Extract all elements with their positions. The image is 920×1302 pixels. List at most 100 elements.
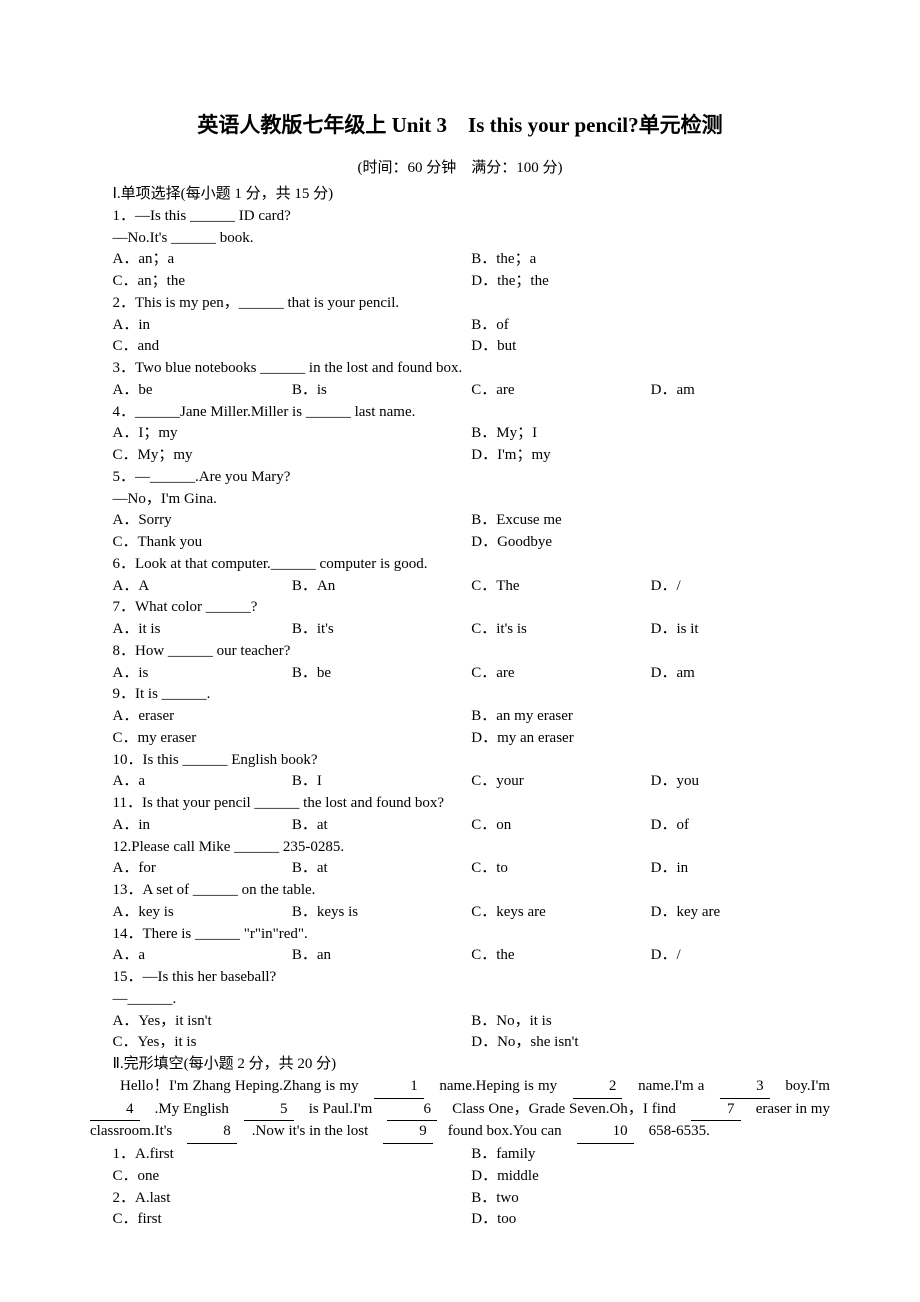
q5-opt-a: A．Sorry xyxy=(113,510,472,532)
q12-opt-b: B．at xyxy=(292,858,471,880)
p-pre: Hello！I'm Zhang Heping.Zhang is my xyxy=(120,1078,374,1094)
q9-options-row2: C．my eraser D．my an eraser xyxy=(90,728,830,750)
q15-opt-a: A．Yes，it isn't xyxy=(113,1011,472,1033)
q6-opt-a: A．A xyxy=(113,576,292,598)
q13-options: A．key is B．keys is C．keys are D．key are xyxy=(90,902,830,924)
q12-line1: 12.Please call Mike ______ 235-0285. xyxy=(90,837,830,859)
cloze-q1-b: B．family xyxy=(471,1144,830,1166)
q7-options: A．it is B．it's C．it's is D．is it xyxy=(90,619,830,641)
p-h: .Now it's in the lost xyxy=(237,1123,383,1139)
q10-options: A．a B．I C．your D．you xyxy=(90,771,830,793)
q11-opt-b: B．at xyxy=(292,815,471,837)
q1-opt-b: B．the；a xyxy=(471,249,830,271)
q5-opt-c: C．Thank you xyxy=(113,532,472,554)
section-1-header: Ⅰ.单项选择(每小题 1 分，共 15 分) xyxy=(90,184,830,206)
q6-opt-b: B．An xyxy=(292,576,471,598)
q4-options-row1: A．I；my B．My；I xyxy=(90,423,830,445)
q9-line1: 9．It is ______. xyxy=(90,684,830,706)
q8-line1: 8．How ______ our teacher? xyxy=(90,641,830,663)
blank-3: 3 xyxy=(720,1076,770,1099)
q6-opt-d: D．/ xyxy=(651,576,830,598)
q13-opt-c: C．keys are xyxy=(471,902,650,924)
q11-opt-a: A．in xyxy=(113,815,292,837)
p-j: 658-6535. xyxy=(634,1123,710,1139)
q1-opt-c: C．an；the xyxy=(113,271,472,293)
q2-options-row2: C．and D．but xyxy=(90,336,830,358)
q8-opt-c: C．are xyxy=(471,663,650,685)
q7-opt-d: D．is it xyxy=(651,619,830,641)
q15-opt-d: D．No，she isn't xyxy=(471,1032,830,1054)
q2-opt-c: C．and xyxy=(113,336,472,358)
q2-opt-d: D．but xyxy=(471,336,830,358)
q6-opt-c: C．The xyxy=(471,576,650,598)
q2-opt-a: A．in xyxy=(113,315,472,337)
q1-line2: —No.It's ______ book. xyxy=(90,228,830,250)
q5-line2: —No，I'm Gina. xyxy=(90,489,830,511)
q12-opt-d: D．in xyxy=(651,858,830,880)
cloze-q1-row2: C．one D．middle xyxy=(90,1166,830,1188)
q1-opt-a: A．an；a xyxy=(113,249,472,271)
q1-options-row1: A．an；a B．the；a xyxy=(90,249,830,271)
q13-line1: 13．A set of ______ on the table. xyxy=(90,880,830,902)
q7-line1: 7．What color ______? xyxy=(90,597,830,619)
q3-opt-d: D．am xyxy=(651,380,830,402)
q10-opt-a: A．a xyxy=(113,771,292,793)
section-2-header: Ⅱ.完形填空(每小题 2 分，共 20 分) xyxy=(90,1054,830,1076)
q14-opt-c: C．the xyxy=(471,945,650,967)
cloze-q1-row1: 1．A.first B．family xyxy=(90,1144,830,1166)
cloze-q2-a: 2．A.last xyxy=(113,1188,472,1210)
q14-line1: 14．There is ______ "r"in"red". xyxy=(90,924,830,946)
q15-opt-c: C．Yes，it is xyxy=(113,1032,472,1054)
q8-opt-a: A．is xyxy=(113,663,292,685)
q14-opt-d: D．/ xyxy=(651,945,830,967)
q10-line1: 10．Is this ______ English book? xyxy=(90,750,830,772)
q10-opt-c: C．your xyxy=(471,771,650,793)
p-e: is Paul.I'm xyxy=(294,1101,388,1117)
q4-opt-d: D．I'm；my xyxy=(471,445,830,467)
q1-opt-d: D．the；the xyxy=(471,271,830,293)
blank-1: 1 xyxy=(374,1076,424,1099)
q10-opt-d: D．you xyxy=(651,771,830,793)
q6-options: A．A B．An C．The D．/ xyxy=(90,576,830,598)
p-a: name.Heping is my xyxy=(424,1078,573,1094)
q10-opt-b: B．I xyxy=(292,771,471,793)
cloze-q1-a: 1．A.first xyxy=(113,1144,472,1166)
p-c: boy.I'm xyxy=(770,1078,845,1094)
q2-options-row1: A．in B．of xyxy=(90,315,830,337)
cloze-passage: Hello！I'm Zhang Heping.Zhang is my 1 nam… xyxy=(90,1076,830,1144)
q3-line1: 3．Two blue notebooks ______ in the lost … xyxy=(90,358,830,380)
q4-opt-a: A．I；my xyxy=(113,423,472,445)
blank-8: 8 xyxy=(187,1121,237,1144)
q3-opt-b: B．is xyxy=(292,380,471,402)
cloze-q2-d: D．too xyxy=(471,1209,830,1231)
q15-opt-b: B．No，it is xyxy=(471,1011,830,1033)
q5-opt-d: D．Goodbye xyxy=(471,532,830,554)
blank-7: 7 xyxy=(691,1099,741,1122)
q6-line1: 6．Look at that computer.______ computer … xyxy=(90,554,830,576)
q7-opt-c: C．it's is xyxy=(471,619,650,641)
p-d: .My English xyxy=(140,1101,245,1117)
q9-options-row1: A．eraser B．an my eraser xyxy=(90,706,830,728)
q4-opt-b: B．My；I xyxy=(471,423,830,445)
p-f: Class One，Grade Seven.Oh，I find xyxy=(437,1101,691,1117)
p-i: found box.You can xyxy=(433,1123,577,1139)
q8-opt-d: D．am xyxy=(651,663,830,685)
exam-info: (时间：60 分钟 满分：100 分) xyxy=(90,158,830,180)
page-title: 英语人教版七年级上 Unit 3 Is this your pencil?单元检… xyxy=(90,110,830,140)
q15-options-row1: A．Yes，it isn't B．No，it is xyxy=(90,1011,830,1033)
blank-10: 10 xyxy=(577,1121,634,1144)
q12-opt-a: A．for xyxy=(113,858,292,880)
q11-line1: 11．Is that your pencil ______ the lost a… xyxy=(90,793,830,815)
q1-options-row2: C．an；the D．the；the xyxy=(90,271,830,293)
q5-opt-b: B．Excuse me xyxy=(471,510,830,532)
q11-opt-d: D．of xyxy=(651,815,830,837)
q9-opt-d: D．my an eraser xyxy=(471,728,830,750)
q15-line1: 15．—Is this her baseball? xyxy=(90,967,830,989)
cloze-q1-c: C．one xyxy=(113,1166,472,1188)
q11-options: A．in B．at C．on D．of xyxy=(90,815,830,837)
blank-4: 4 xyxy=(90,1099,140,1122)
blank-5: 5 xyxy=(244,1099,294,1122)
q13-opt-b: B．keys is xyxy=(292,902,471,924)
q3-opt-a: A．be xyxy=(113,380,292,402)
q13-opt-a: A．key is xyxy=(113,902,292,924)
